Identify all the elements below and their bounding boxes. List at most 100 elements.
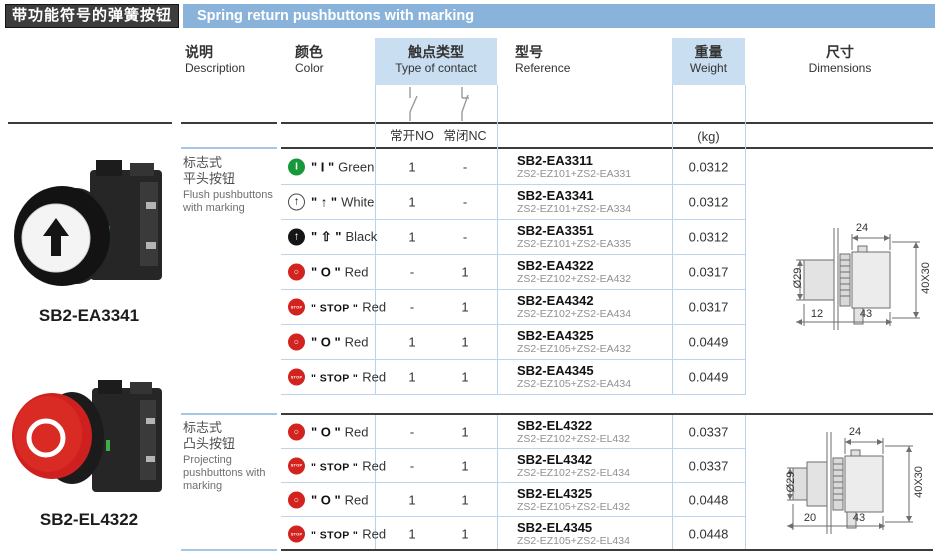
product-photo-flush-pushbutton xyxy=(14,160,162,286)
weight-value: 0.0312 xyxy=(688,194,729,210)
weight-value: 0.0312 xyxy=(688,159,729,175)
marking-symbol: " STOP " xyxy=(311,529,359,542)
dim-bottom2-value: 43 xyxy=(859,308,873,320)
no-contact-count: - xyxy=(409,264,415,280)
weight-value: 0.0317 xyxy=(688,299,729,315)
nc-contact-count: 1 xyxy=(461,369,469,385)
color-name: Red xyxy=(362,458,387,473)
no-contact-count: 1 xyxy=(408,194,416,210)
marking-and-color: " O " Red xyxy=(311,424,369,439)
color-name: White xyxy=(341,194,375,210)
marking-symbol: " STOP " xyxy=(311,302,359,315)
column-header-color: 颜色 Color xyxy=(295,44,324,76)
reference-code: SB2-EA3351 xyxy=(517,223,594,238)
product-label: SB2-EL4322 xyxy=(39,510,139,529)
marking-symbol: " ↑ " xyxy=(311,194,338,210)
marking-and-color: " ⇧ " Black xyxy=(311,229,377,245)
table-rows-group-2: ○ " O " Red - 1 SB2-EL4322 ZS2-EZ102+ZS2-… xyxy=(281,415,745,551)
column-header-reference: 型号 Reference xyxy=(515,44,570,76)
no-contact-count: - xyxy=(409,299,415,315)
reference-cell: SB2-EL4342 ZS2-EZ102+ZS2-EL434 xyxy=(517,452,630,479)
reference-composition: ZS2-EZ101+ZS2-EA335 xyxy=(517,238,632,250)
reference-composition: ZS2-EZ101+ZS2-EA334 xyxy=(517,203,632,215)
dimension-drawing xyxy=(796,228,920,330)
no-contact-count: 1 xyxy=(408,229,416,245)
marking-and-color: " O " Red xyxy=(311,335,369,350)
reference-cell: SB2-EL4325 ZS2-EZ105+ZS2-EL432 xyxy=(517,486,630,513)
marking-symbol: " I " xyxy=(311,159,335,175)
divider xyxy=(281,413,933,415)
group-description-zh: 标志式 凸头按钮 xyxy=(183,420,236,451)
nc-contact-count: - xyxy=(462,194,468,210)
table-row: STOP " STOP " Red - 1 SB2-EA4342 ZS2-EZ10… xyxy=(281,290,745,325)
no-contact-count: 1 xyxy=(408,369,416,385)
marking-symbol: " O " xyxy=(311,264,341,280)
weight-value: 0.0337 xyxy=(688,458,729,473)
no-contact-count: 1 xyxy=(408,492,416,507)
dim-diameter-value: Ø29 xyxy=(785,471,797,493)
nc-contact-count: 1 xyxy=(461,264,469,280)
marking-and-color: " STOP " Red xyxy=(311,300,386,315)
color-name: Red xyxy=(344,334,369,350)
marking-and-color: " O " Red xyxy=(311,492,369,507)
nc-contact-count: 1 xyxy=(461,492,469,507)
icon-glyph: ↑ xyxy=(293,230,300,243)
divider xyxy=(375,85,376,395)
dimensions-header-en: Dimensions xyxy=(808,61,872,75)
table-row: I " I " Green 1 - SB2-EA3311 ZS2-EZ101+ZS… xyxy=(281,150,745,185)
dim-side-value: 40X30 xyxy=(920,262,932,294)
color-header-zh: 颜色 xyxy=(295,44,323,60)
divider xyxy=(672,85,673,395)
marking-color-icon: I xyxy=(288,158,305,176)
reference-cell: SB2-EA3341 ZS2-EZ101+ZS2-EA334 xyxy=(517,188,632,216)
marking-color-icon: STOP xyxy=(288,457,305,474)
marking-color-icon: STOP xyxy=(288,368,305,386)
no-contact-count: - xyxy=(409,424,415,439)
icon-glyph: ○ xyxy=(293,426,300,436)
marking-color-icon: ↑ xyxy=(288,193,305,211)
color-name: Red xyxy=(362,299,387,315)
no-contact-symbol-icon xyxy=(409,87,418,121)
description-header-en: Description xyxy=(185,61,246,75)
reference-composition: ZS2-EZ102+ZS2-EA434 xyxy=(517,308,632,320)
divider xyxy=(281,122,933,124)
no-contact-count: - xyxy=(409,458,415,473)
weight-value: 0.0448 xyxy=(688,492,729,507)
dimension-diagram-projecting: 24 Ø29 40X30 20 43 xyxy=(781,426,931,538)
reference-code: SB2-EL4345 xyxy=(517,520,593,535)
reference-code: SB2-EA4322 xyxy=(517,258,594,273)
divider xyxy=(181,549,277,551)
color-name: Red xyxy=(344,424,369,439)
divider xyxy=(497,85,498,395)
page-title-en: Spring return pushbuttons with marking xyxy=(183,4,935,28)
nc-contact-count: 1 xyxy=(461,526,469,542)
reference-composition: ZS2-EZ105+ZS2-EA432 xyxy=(517,343,632,355)
dim-bottom1-value: 12 xyxy=(810,308,824,320)
color-name: Red xyxy=(344,264,369,280)
table-row: STOP " STOP " Red - 1 SB2-EL4342 ZS2-EZ10… xyxy=(281,449,745,483)
reference-composition: ZS2-EZ105+ZS2-EA434 xyxy=(517,378,632,390)
color-name: Green xyxy=(338,159,375,175)
reference-code: SB2-EA3341 xyxy=(517,188,594,203)
marking-and-color: " STOP " Red xyxy=(311,370,386,385)
no-contact-count: 1 xyxy=(408,334,416,350)
table-row: STOP " STOP " Red 1 1 SB2-EL4345 ZS2-EZ10… xyxy=(281,517,745,551)
dimension-drawing xyxy=(787,432,913,534)
group-description-flush: 标志式 平头按钮 Flush pushbuttons with marking xyxy=(183,155,283,215)
marking-and-color: " I " Green xyxy=(311,160,374,175)
dim-side-value: 40X30 xyxy=(913,466,925,498)
reference-code: SB2-EA4325 xyxy=(517,328,594,343)
reference-composition: ZS2-EZ102+ZS2-EA432 xyxy=(517,273,632,285)
marking-symbol: " ⇧ " xyxy=(311,229,342,244)
marking-symbol: " O " xyxy=(311,492,341,507)
dimensions-header-zh: 尺寸 xyxy=(826,44,854,60)
dim-top-value: 24 xyxy=(848,426,862,438)
icon-glyph: STOP xyxy=(290,531,303,536)
reference-composition: ZS2-EZ105+ZS2-EL432 xyxy=(517,500,630,513)
marking-and-color: " O " Red xyxy=(311,265,369,280)
marking-symbol: " O " xyxy=(311,424,341,439)
nc-contact-count: 1 xyxy=(461,334,469,350)
color-name: Red xyxy=(344,492,369,507)
divider xyxy=(281,147,933,149)
marking-and-color: " STOP " Red xyxy=(311,527,386,542)
